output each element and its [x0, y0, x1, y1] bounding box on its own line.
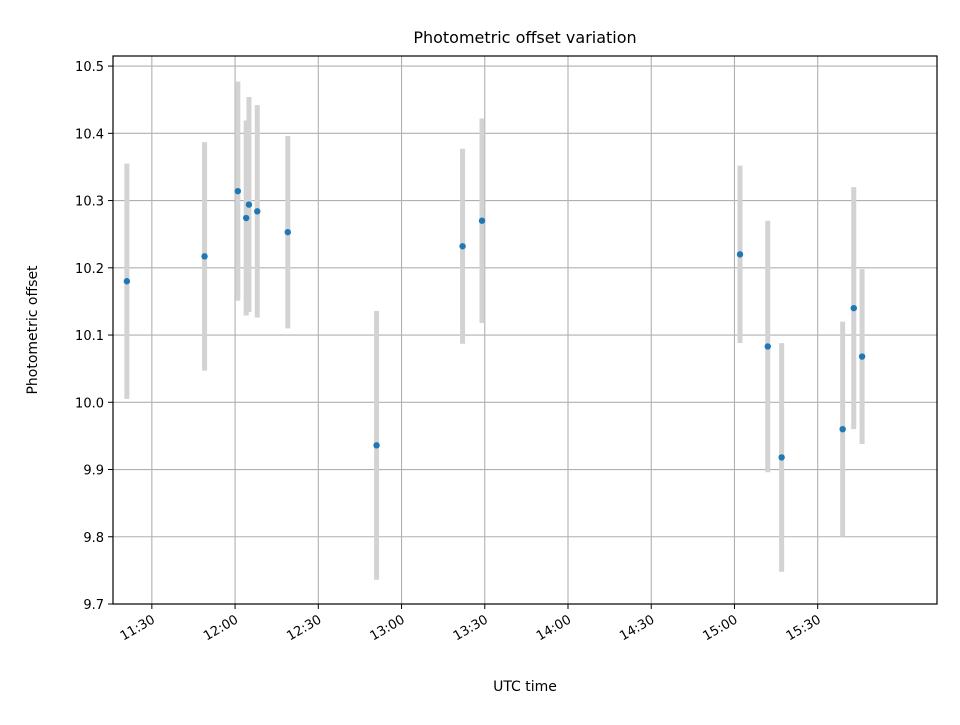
x-tick-label: 12:30	[284, 612, 324, 644]
y-tick-label: 9.9	[83, 464, 104, 479]
data-point	[245, 201, 253, 208]
x-tick-label: 13:30	[451, 612, 491, 644]
data-point	[764, 343, 771, 350]
y-axis-ticks: 9.7 9.8 9.9 10.0 10.1 10.2 10.3 10.4 10.5	[75, 60, 113, 613]
grid-lines	[113, 56, 937, 605]
data-point	[459, 243, 466, 250]
data-points	[123, 187, 866, 461]
x-tick-label: 12:00	[201, 612, 241, 644]
data-point	[778, 454, 785, 461]
x-tick-label: 14:30	[617, 612, 657, 644]
x-tick-label: 14:00	[534, 612, 574, 644]
data-point	[242, 214, 250, 222]
data-point	[123, 278, 131, 285]
y-tick-label: 10.2	[75, 262, 104, 277]
y-tick-label: 10.5	[75, 60, 104, 75]
data-point	[839, 425, 846, 433]
y-axis-label: Photometric offset	[25, 265, 41, 395]
data-point	[234, 187, 242, 195]
x-axis-label: UTC time	[493, 679, 557, 695]
y-tick-label: 10.0	[75, 396, 104, 411]
plot-frame	[112, 55, 938, 605]
data-point	[858, 353, 866, 360]
data-point	[478, 217, 486, 224]
y-tick-label: 9.8	[83, 531, 104, 546]
data-point	[201, 253, 208, 260]
error-bars	[124, 81, 865, 580]
x-tick-label: 15:00	[701, 612, 741, 644]
y-tick-label: 10.4	[75, 127, 104, 142]
y-tick-label: 10.1	[75, 329, 104, 344]
y-tick-label: 10.3	[75, 195, 104, 210]
data-point	[373, 442, 380, 449]
data-point	[736, 251, 744, 258]
x-axis-ticks: 11:30 12:00 12:30 13:00 13:30 14:00 14:30 15:00…	[118, 604, 824, 644]
x-tick-label: 13:00	[368, 612, 408, 644]
x-tick-label: 11:30	[118, 612, 158, 644]
data-point	[284, 228, 291, 236]
chart-title: Photometric offset variation	[413, 28, 636, 47]
y-tick-label: 9.7	[83, 598, 104, 613]
data-point	[850, 304, 857, 312]
data-point	[254, 208, 261, 215]
x-tick-label: 15:30	[784, 612, 824, 644]
